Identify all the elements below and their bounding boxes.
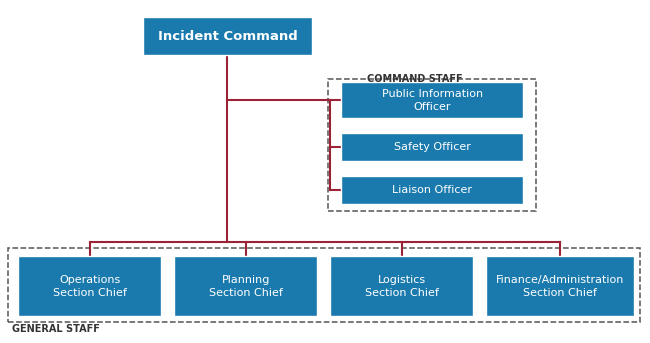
Text: COMMAND STAFF: COMMAND STAFF bbox=[367, 74, 463, 84]
Text: Incident Command: Incident Command bbox=[157, 29, 298, 43]
FancyBboxPatch shape bbox=[174, 256, 317, 316]
FancyBboxPatch shape bbox=[143, 17, 312, 55]
Text: Safety Officer: Safety Officer bbox=[394, 142, 471, 152]
Text: Finance/Administration
Section Chief: Finance/Administration Section Chief bbox=[496, 275, 625, 298]
Text: Operations
Section Chief: Operations Section Chief bbox=[53, 275, 127, 298]
Text: GENERAL STAFF: GENERAL STAFF bbox=[12, 324, 99, 334]
Text: Logistics
Section Chief: Logistics Section Chief bbox=[365, 275, 439, 298]
FancyBboxPatch shape bbox=[341, 176, 523, 204]
Bar bbox=[8, 248, 640, 322]
FancyBboxPatch shape bbox=[486, 256, 634, 316]
FancyBboxPatch shape bbox=[341, 133, 523, 161]
FancyBboxPatch shape bbox=[18, 256, 161, 316]
Text: Public Information
Officer: Public Information Officer bbox=[382, 89, 483, 112]
Text: Liaison Officer: Liaison Officer bbox=[392, 185, 473, 195]
FancyBboxPatch shape bbox=[341, 82, 523, 118]
Bar bbox=[328, 79, 536, 211]
Text: Planning
Section Chief: Planning Section Chief bbox=[209, 275, 283, 298]
FancyBboxPatch shape bbox=[330, 256, 473, 316]
